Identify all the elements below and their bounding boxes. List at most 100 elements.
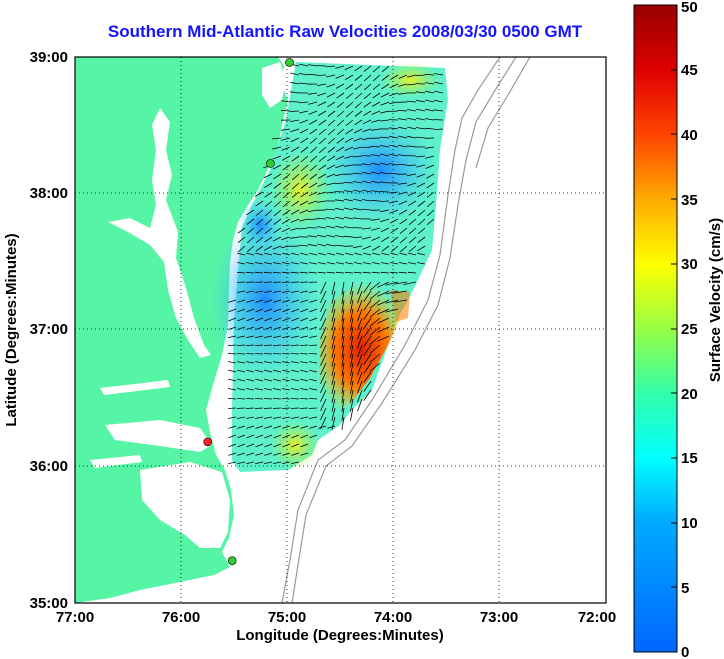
velocity-vector	[341, 407, 345, 421]
velocity-vector	[290, 271, 300, 274]
velocity-vector	[380, 227, 390, 233]
velocity-vector	[264, 182, 273, 188]
velocity-vector	[398, 92, 408, 95]
velocity-vector	[353, 128, 363, 134]
velocity-vector	[309, 290, 318, 293]
velocity-vector	[341, 353, 345, 367]
velocity-vector	[343, 235, 354, 238]
velocity-vector	[341, 371, 345, 385]
velocity-vector	[406, 164, 417, 166]
velocity-vector	[336, 101, 345, 108]
velocity-vector	[264, 245, 273, 251]
velocity-vector	[255, 236, 264, 244]
velocity-vector	[350, 335, 354, 349]
velocity-vector	[255, 317, 264, 322]
velocity-vector	[237, 317, 246, 322]
velocity-vector	[309, 128, 318, 135]
velocity-vector	[254, 271, 264, 274]
velocity-vector	[263, 398, 273, 400]
colorbar-tick-label: 15	[681, 450, 698, 467]
velocity-vector	[282, 388, 291, 391]
grid-lines	[75, 57, 606, 603]
velocity-vector	[264, 335, 273, 338]
velocity-vector	[320, 299, 327, 312]
velocity-vector	[341, 398, 345, 412]
velocity-vector	[282, 290, 291, 293]
velocity-vector	[345, 92, 354, 100]
velocity-vector	[389, 127, 399, 130]
velocity-vector	[426, 209, 435, 217]
velocity-vector	[320, 281, 327, 294]
velocity-vector	[390, 245, 399, 253]
velocity-vector	[370, 145, 381, 148]
velocity-vector	[255, 326, 264, 330]
velocity-vector	[363, 389, 372, 401]
velocity-vector	[408, 236, 417, 244]
velocity-vector	[300, 252, 309, 256]
velocity-vector	[228, 369, 237, 373]
velocity-vector	[227, 398, 237, 400]
velocity-vector	[407, 191, 417, 197]
x-axis-label: Longitude (Degrees:Minutes)	[236, 627, 444, 644]
velocity-vector	[389, 153, 399, 157]
velocity-vector	[341, 344, 345, 358]
velocity-vector	[245, 353, 255, 355]
velocity-vector	[407, 182, 417, 187]
velocity-vector	[264, 326, 273, 330]
velocity-vector	[317, 92, 327, 97]
velocity-vector	[371, 162, 381, 166]
velocity-vector	[372, 92, 381, 99]
velocity-vector	[299, 73, 309, 76]
velocity-vector	[398, 74, 408, 79]
velocity-vector	[290, 72, 300, 76]
velocity-vector	[318, 146, 327, 154]
velocity-vector	[341, 281, 345, 295]
velocity-vector	[282, 443, 291, 448]
velocity-vector	[353, 245, 363, 249]
velocity-vector	[336, 110, 345, 118]
velocity-vector	[389, 144, 399, 148]
velocity-vector	[236, 353, 246, 355]
velocity-vector	[309, 173, 318, 180]
velocity-vector	[320, 290, 327, 303]
velocity-vector	[389, 83, 399, 89]
velocity-vector	[255, 218, 264, 226]
velocity-vector	[377, 317, 390, 324]
velocity-vector	[390, 252, 399, 256]
velocity-vector	[273, 227, 282, 234]
velocity-vector	[308, 200, 318, 205]
velocity-vector	[291, 290, 300, 293]
velocity-vector	[309, 252, 318, 256]
velocity-vector	[281, 271, 291, 274]
y-axis: 35:00 36:00 37:00 38:00 39:00 Latitude (…	[3, 49, 68, 612]
velocity-vector	[246, 245, 255, 253]
velocity-vector	[317, 200, 327, 203]
velocity-vector	[320, 389, 327, 402]
velocity-vector	[255, 434, 264, 439]
velocity-vector	[272, 236, 282, 242]
velocity-vector	[426, 191, 435, 198]
velocity-vector	[326, 234, 336, 238]
velocity-vector	[255, 262, 264, 265]
velocity-vector	[363, 371, 372, 383]
velocity-vector	[407, 271, 417, 274]
velocity-vector	[300, 262, 309, 265]
velocity-vector	[282, 252, 291, 256]
velocity-vector	[227, 407, 237, 409]
velocity-vector	[385, 290, 399, 295]
velocity-vector	[299, 63, 309, 67]
velocity-vector	[273, 299, 282, 303]
velocity-vector	[357, 362, 363, 376]
velocity-vector	[237, 335, 246, 338]
velocity-vector	[263, 353, 273, 355]
velocity-vector	[354, 92, 363, 100]
velocity-vector	[331, 380, 336, 394]
velocity-vector	[335, 207, 345, 211]
velocity-vector	[282, 173, 291, 180]
velocity-vector	[335, 235, 345, 238]
velocity-vector	[272, 344, 282, 346]
velocity-vector	[237, 290, 246, 293]
velocity-vector	[291, 252, 300, 256]
velocity-vector	[264, 388, 273, 391]
velocity-vector	[291, 200, 300, 207]
